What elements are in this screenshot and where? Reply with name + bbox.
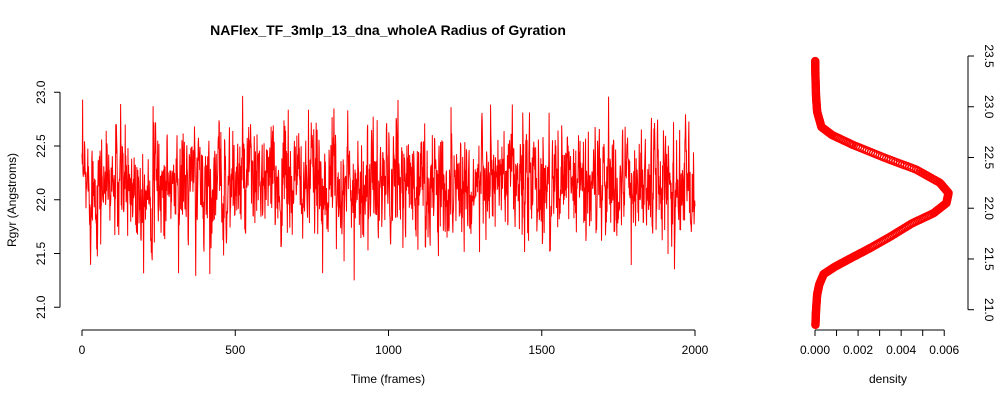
density-x-tick-label: 0.002 bbox=[843, 343, 873, 357]
x-tick-label: 0 bbox=[79, 343, 86, 357]
density-point bbox=[810, 56, 820, 66]
x-tick-label: 2000 bbox=[682, 343, 709, 357]
x-tick-label: 1000 bbox=[375, 343, 402, 357]
chart-title: NAFlex_TF_3mlp_13_dna_wholeA Radius of G… bbox=[210, 22, 566, 38]
y-axis-label: Rgyr (Angstroms) bbox=[5, 153, 19, 247]
density-axis-label: density bbox=[869, 372, 907, 386]
density-y-tick-label: 21.0 bbox=[982, 298, 996, 322]
time-series-panel: 0 500 1000 1500 2000 21.0 21.5 22.0 22.5 23.0 bbox=[34, 80, 708, 357]
density-x-tick-label: 0.006 bbox=[929, 343, 959, 357]
y-tick-label: 23.0 bbox=[34, 80, 48, 104]
density-panel: 0.000 0.002 0.004 0.006 21.0 21.5 22.0 22.5 23.0… bbox=[800, 44, 996, 357]
density-y-tick-label: 23.5 bbox=[982, 44, 996, 68]
density-y-tick-label: 23.0 bbox=[982, 95, 996, 119]
y-tick-label: 21.5 bbox=[34, 241, 48, 265]
density-x-tick-label: 0.000 bbox=[800, 343, 830, 357]
y-tick-label: 21.0 bbox=[34, 295, 48, 319]
density-x-tick-label: 0.004 bbox=[886, 343, 916, 357]
y-tick-label: 22.0 bbox=[34, 188, 48, 212]
x-tick-label: 500 bbox=[225, 343, 245, 357]
y-tick-label: 22.5 bbox=[34, 134, 48, 158]
x-axis-label: Time (frames) bbox=[351, 372, 425, 386]
density-y-tick-label: 22.0 bbox=[982, 197, 996, 221]
x-tick-label: 1500 bbox=[528, 343, 555, 357]
rgyr-series-line bbox=[81, 95, 696, 281]
density-y-tick-label: 21.5 bbox=[982, 247, 996, 271]
density-y-tick-label: 22.5 bbox=[982, 146, 996, 170]
